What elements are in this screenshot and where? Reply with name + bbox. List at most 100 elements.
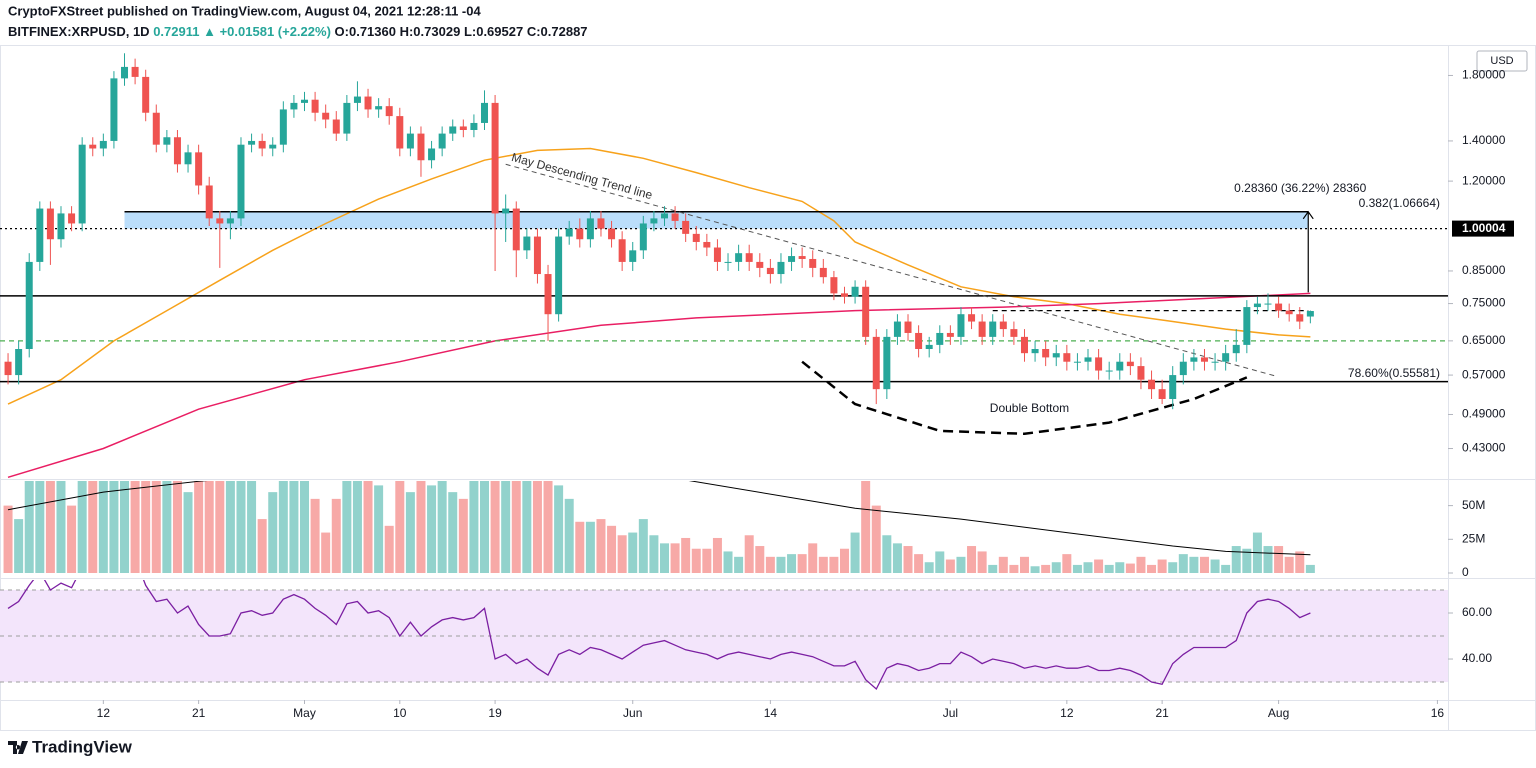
volume-bar — [765, 556, 775, 573]
volume-pane — [3, 481, 1315, 573]
volume-bar — [172, 481, 182, 573]
volume-bar — [437, 481, 447, 573]
volume-bar — [1263, 546, 1273, 573]
candle-body — [301, 99, 309, 103]
candle-body — [523, 236, 531, 251]
candle-body — [862, 286, 870, 337]
volume-bar — [1136, 556, 1146, 573]
candle-body — [576, 228, 584, 240]
candle-body — [989, 321, 997, 337]
candle-body — [1232, 344, 1240, 354]
volume-bar — [734, 556, 744, 573]
x-tick-label: 12 — [1060, 706, 1074, 720]
candle-body — [1296, 314, 1304, 322]
candle-body — [893, 321, 901, 337]
candle-body — [1020, 336, 1028, 354]
volume-bar — [1072, 564, 1082, 573]
volume-bar — [787, 554, 797, 573]
volume-bar — [723, 551, 733, 573]
volume-bar — [1147, 564, 1157, 573]
brand: TradingView — [32, 737, 133, 756]
candle-body — [152, 112, 160, 145]
y-tick-label: 1.20000 — [1462, 173, 1506, 187]
candle-body — [1190, 357, 1198, 362]
candle-body — [248, 140, 256, 145]
candle-body — [1063, 353, 1071, 362]
volume-bar — [342, 481, 352, 573]
candle-body — [1148, 379, 1156, 390]
volume-bar — [1051, 562, 1061, 573]
volume-bar — [871, 505, 881, 573]
candle-body — [915, 332, 923, 350]
y-tick-label: 1.80000 — [1462, 68, 1506, 82]
candle-body — [777, 261, 785, 275]
candle-body — [1243, 307, 1251, 345]
volume-bar — [914, 554, 924, 573]
candle-body — [131, 66, 139, 77]
volume-bar — [1221, 564, 1231, 573]
y-tick-label: 60.00 — [1462, 605, 1492, 619]
candle-body — [1031, 349, 1039, 354]
candle-body — [533, 236, 541, 275]
candle-body — [491, 102, 499, 214]
volume-bar — [839, 548, 849, 573]
x-tick-label: 10 — [393, 706, 407, 720]
candle-body — [735, 253, 743, 262]
candle-body — [745, 253, 753, 262]
volume-bar — [882, 535, 892, 573]
candle-body — [1253, 303, 1261, 308]
currency: USD — [1490, 55, 1513, 67]
level-label: 78.60%(0.55581) — [1348, 366, 1440, 380]
volume-bar — [522, 481, 532, 573]
volume-bar — [532, 481, 542, 573]
candle-body — [1010, 329, 1018, 337]
candle-body — [68, 213, 76, 224]
candle-body — [4, 361, 12, 376]
volume-bar — [1030, 566, 1040, 573]
volume-bar — [617, 535, 627, 573]
volume-bar — [1178, 554, 1188, 573]
volume-bar — [98, 481, 108, 573]
x-tick-label: 16 — [1431, 706, 1445, 720]
volume-bar — [321, 532, 331, 573]
x-tick-label: 21 — [192, 706, 206, 720]
candle-body — [618, 239, 626, 262]
ohlc-low: L:0.69527 — [464, 24, 523, 39]
candle-body — [470, 122, 478, 131]
candle-body — [258, 140, 266, 149]
candle-body — [872, 336, 880, 390]
candle-body — [544, 274, 552, 315]
change: ▲ +0.01581 (+2.22%) — [203, 24, 331, 39]
candle-body — [121, 66, 129, 79]
volume-bar — [151, 481, 161, 573]
volume-bar — [352, 481, 362, 573]
volume-bar — [289, 481, 299, 573]
volume-bar — [247, 481, 257, 573]
x-tick-label: 14 — [764, 706, 778, 720]
x-tick-label: Aug — [1268, 706, 1289, 720]
candle-body — [459, 126, 467, 131]
volume-bar — [670, 543, 680, 573]
footer-logo: TradingView — [8, 737, 133, 756]
volume-bar — [935, 551, 945, 573]
volume-bar — [861, 481, 871, 573]
candle-body — [1126, 361, 1134, 367]
candle-body — [15, 349, 23, 376]
ohlc-high: H:0.73029 — [400, 24, 461, 39]
volume-bar — [35, 481, 45, 573]
candle-body — [57, 213, 65, 240]
candle-body — [1169, 375, 1177, 400]
volume-bar — [1115, 562, 1125, 573]
candle-body — [1105, 370, 1113, 372]
y-tick-label: 0 — [1462, 565, 1469, 579]
candle-body — [406, 133, 414, 149]
volume-bar — [310, 498, 320, 573]
candle-body — [1084, 357, 1092, 362]
candle-body — [660, 213, 668, 219]
volume-bar — [3, 505, 13, 573]
candle-body — [639, 223, 647, 251]
volume-bar — [183, 492, 193, 573]
candle-body — [809, 258, 817, 268]
y-tick-label: 25M — [1462, 531, 1485, 545]
volume-bar — [744, 535, 754, 573]
